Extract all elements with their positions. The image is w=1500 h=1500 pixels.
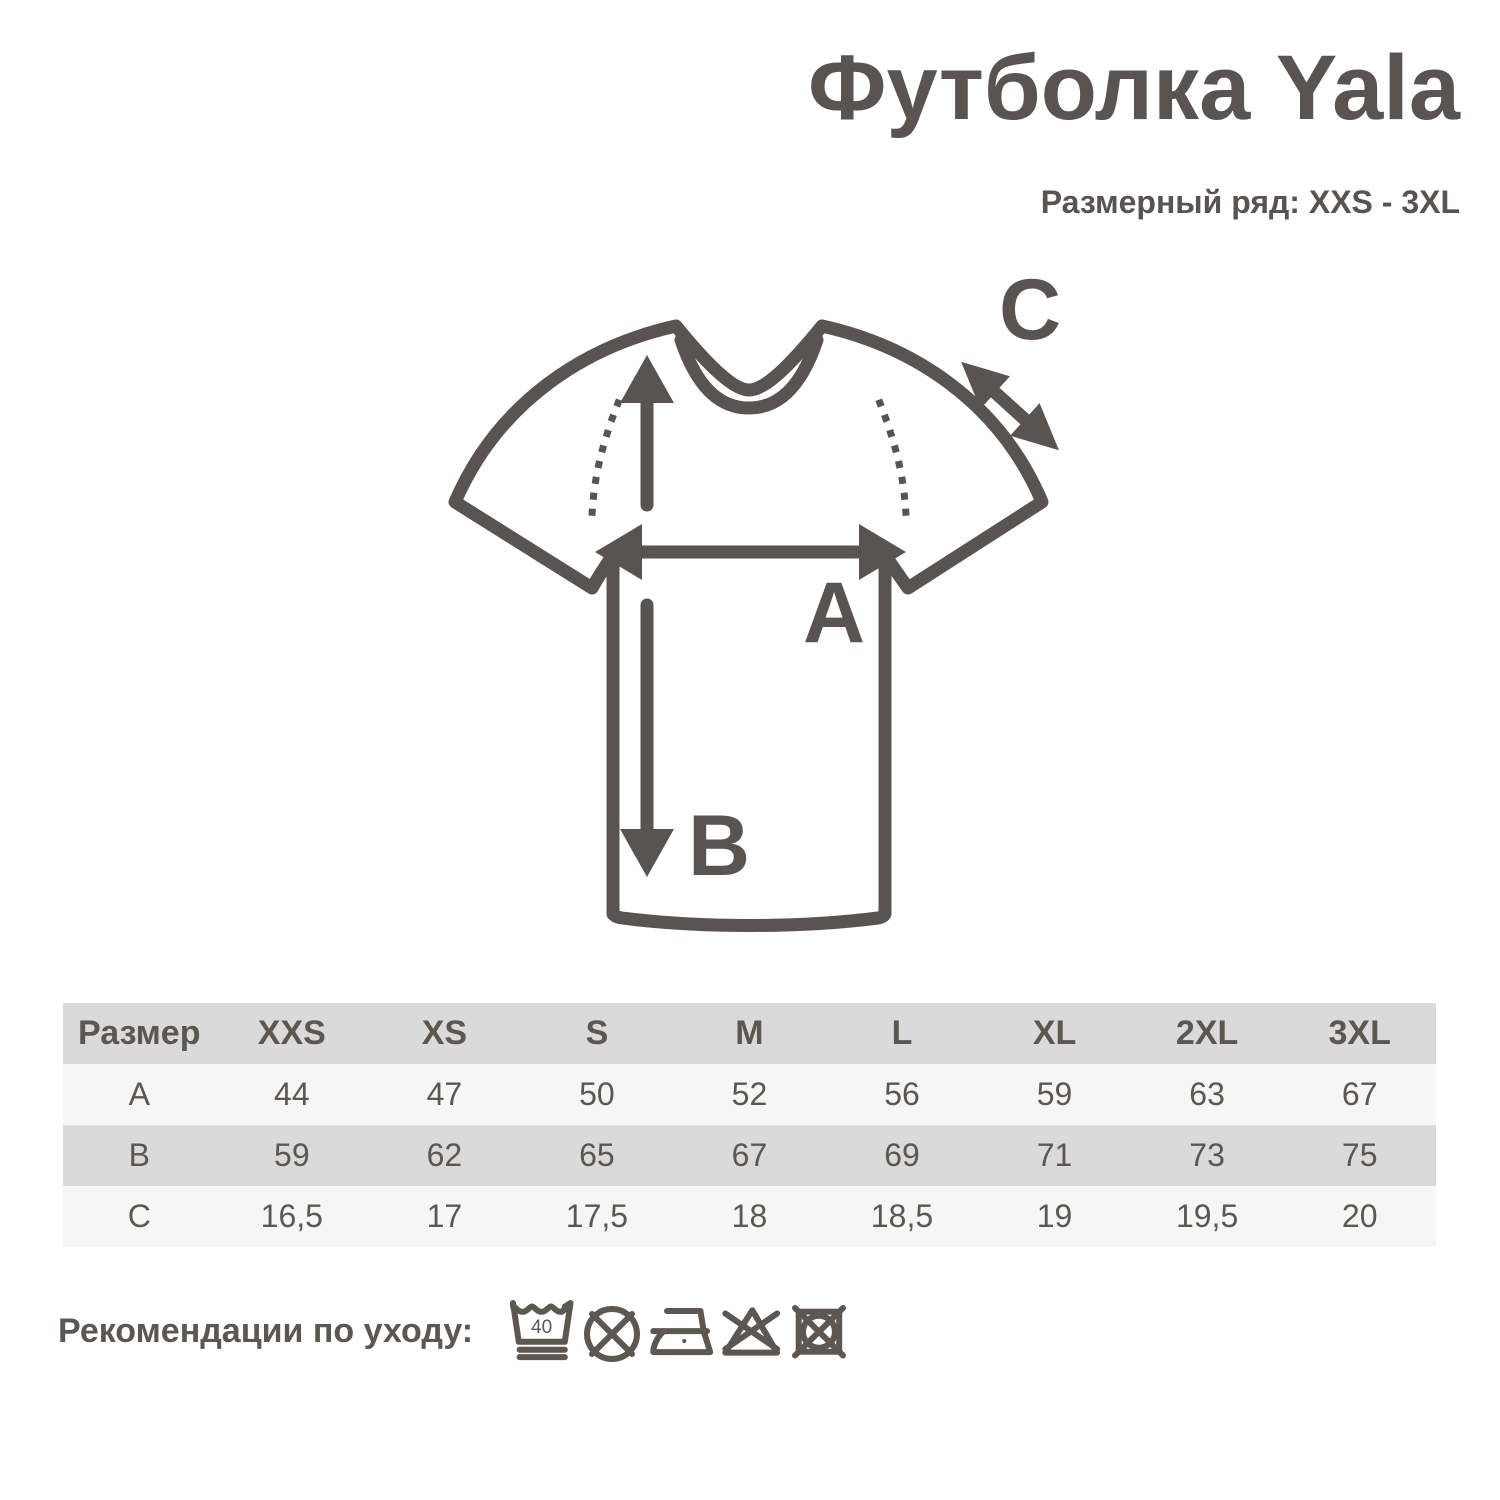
svg-text:40: 40 [531,1317,552,1338]
